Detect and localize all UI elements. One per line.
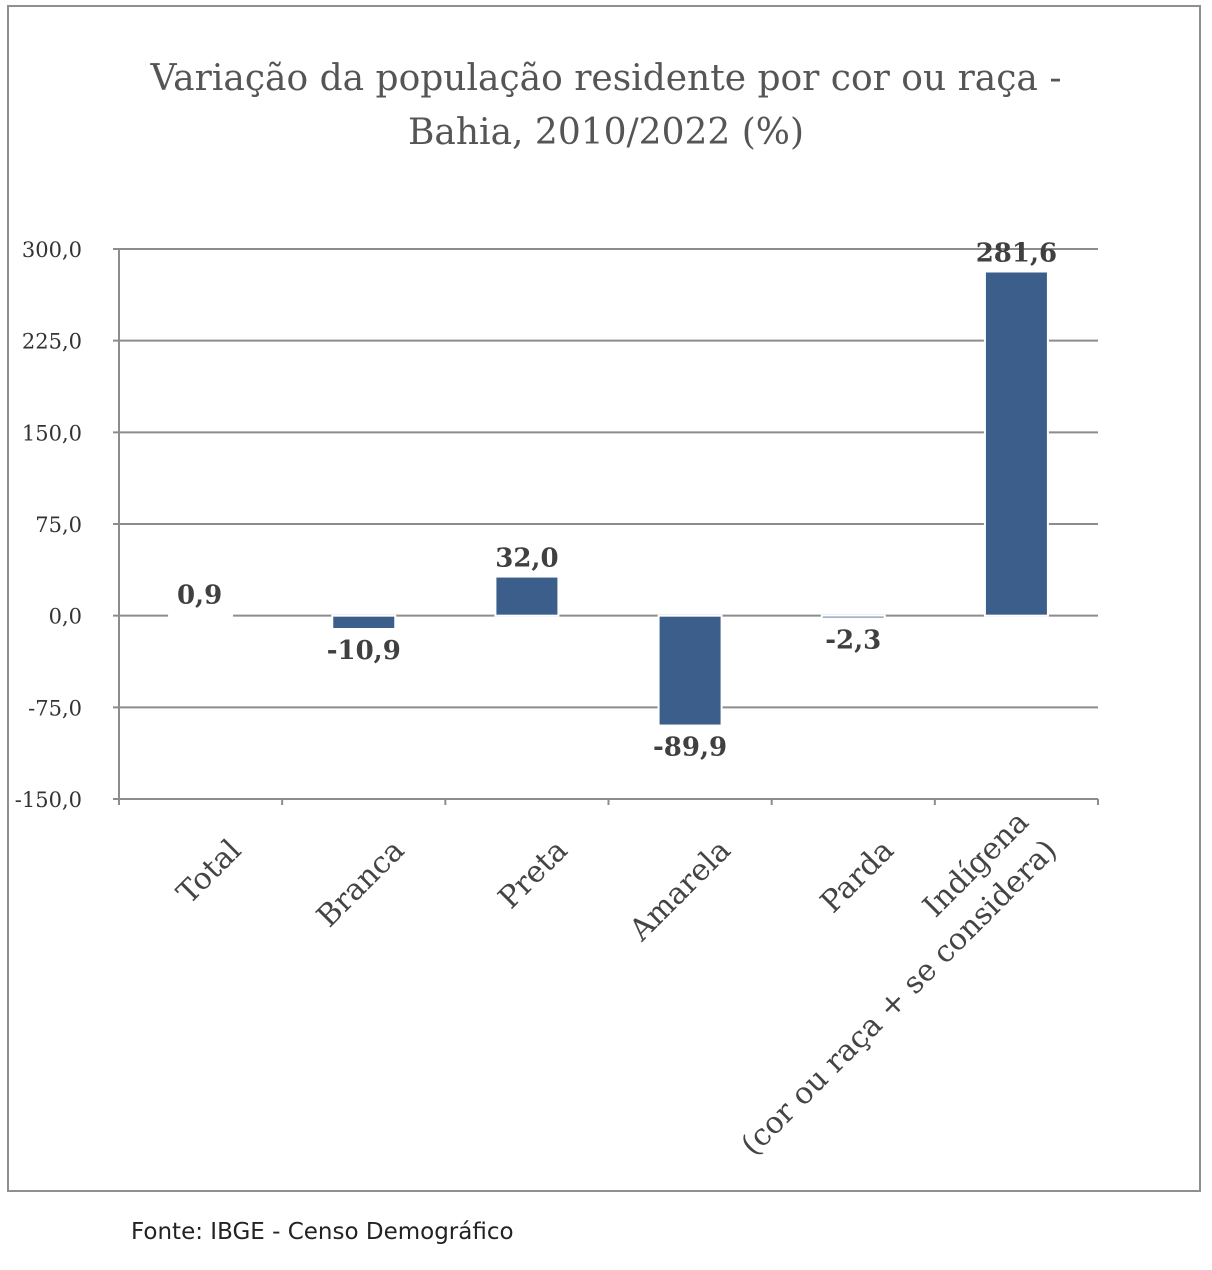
category-label: Amarela bbox=[622, 833, 738, 949]
category-label-group: Preta bbox=[492, 833, 575, 916]
y-tick-label: 150,0 bbox=[22, 421, 82, 445]
category-label: Parda bbox=[814, 833, 901, 920]
data-label: 32,0 bbox=[495, 544, 558, 574]
data-label: -2,3 bbox=[825, 625, 881, 655]
y-tick-label: 0,0 bbox=[49, 605, 82, 629]
source-note: Fonte: IBGE - Censo Demográfico bbox=[131, 1219, 514, 1245]
chart-title: Variação da população residente por cor … bbox=[0, 52, 1212, 160]
bar bbox=[983, 270, 1049, 617]
chart-title-line-2: Bahia, 2010/2022 (%) bbox=[407, 112, 805, 153]
data-label: -10,9 bbox=[327, 636, 401, 666]
data-label: 0,9 bbox=[177, 581, 222, 611]
bar bbox=[820, 614, 886, 620]
bar bbox=[331, 614, 397, 630]
category-label: Preta bbox=[492, 833, 575, 916]
data-label: -89,9 bbox=[653, 733, 727, 763]
category-label-group: Branca bbox=[310, 833, 411, 934]
y-tick-label: -150,0 bbox=[15, 788, 82, 812]
y-tick-label: 300,0 bbox=[22, 238, 82, 262]
chart-title-line-1: Variação da população residente por cor … bbox=[150, 58, 1062, 99]
y-tick-label: 225,0 bbox=[22, 330, 82, 354]
bar-chart: 300,0 225,0 150,0 75,0 0,0 -75,0 -150,0 0,9 -10,… bbox=[15, 238, 1099, 1163]
bar bbox=[168, 613, 234, 618]
y-tick-label: -75,0 bbox=[28, 696, 82, 720]
category-label-group: Amarela bbox=[622, 833, 738, 949]
y-tick-label: 75,0 bbox=[35, 513, 82, 537]
category-label: (cor ou raça + se considera) bbox=[734, 833, 1064, 1163]
category-label-group: Parda bbox=[814, 833, 901, 920]
bar bbox=[657, 614, 723, 727]
data-label: 281,6 bbox=[976, 238, 1057, 268]
category-label-group: Total bbox=[170, 833, 248, 911]
category-label: Total bbox=[170, 833, 248, 911]
bar bbox=[494, 575, 560, 617]
category-label: Branca bbox=[310, 833, 411, 934]
